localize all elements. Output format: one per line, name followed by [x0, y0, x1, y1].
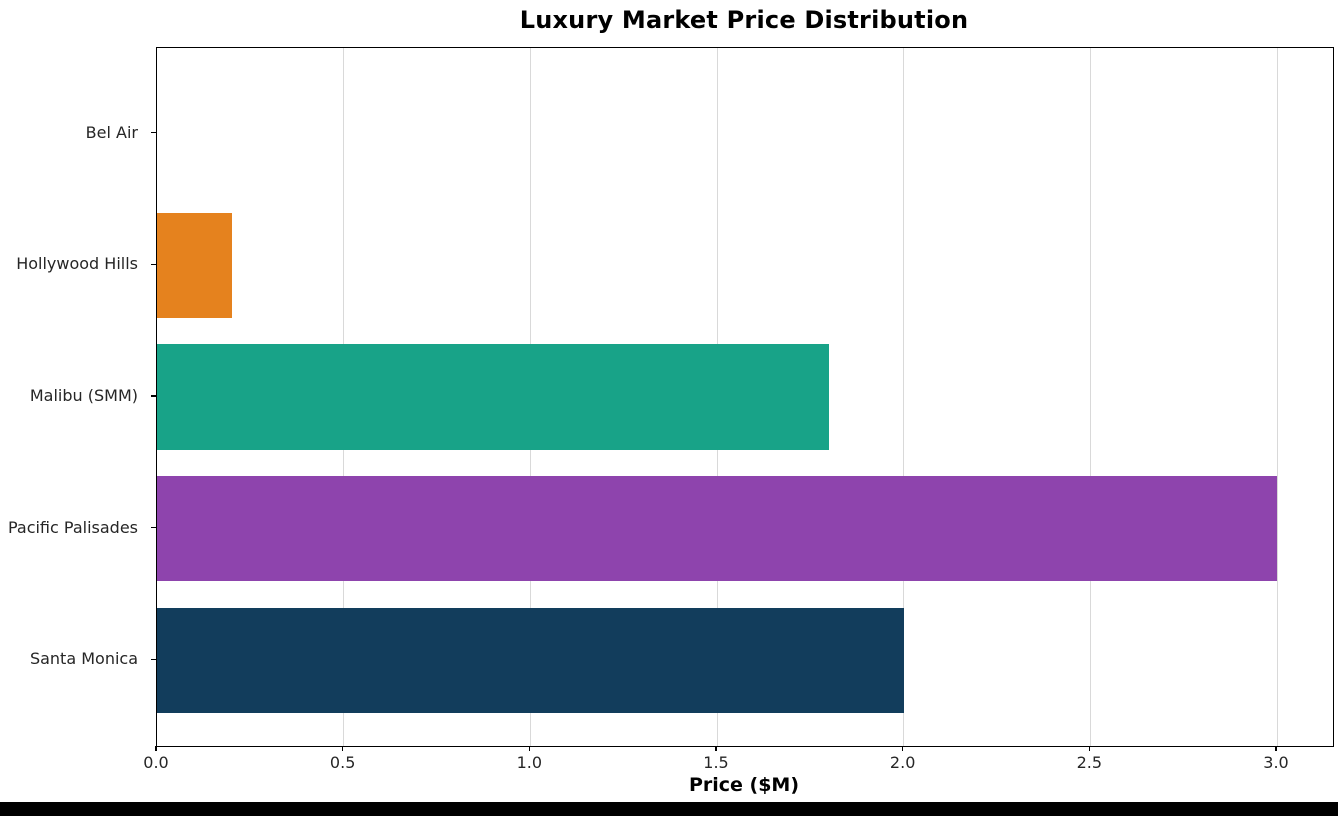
x-tick-label: 2.0	[889, 753, 916, 772]
x-tick-mark	[901, 746, 904, 751]
gridline	[903, 48, 905, 746]
bar	[157, 212, 232, 318]
x-tick-label: 1.5	[703, 753, 729, 772]
y-tick-mark	[151, 263, 156, 266]
window-bottom-edge	[0, 802, 1338, 816]
gridline	[1276, 48, 1278, 746]
plot-area	[156, 47, 1334, 747]
y-tick-label: Bel Air	[85, 122, 138, 142]
y-tick-label: Santa Monica	[29, 649, 138, 669]
chart-title: Luxury Market Price Distribution	[519, 6, 969, 34]
bar	[157, 476, 1277, 582]
x-tick-mark	[155, 746, 157, 751]
y-tick-mark	[151, 131, 156, 134]
bar	[157, 607, 904, 714]
x-axis-label: Price ($M)	[688, 774, 800, 796]
x-tick-mark	[1275, 746, 1277, 751]
x-tick-mark	[715, 746, 717, 751]
y-tick-label: Hollywood Hills	[16, 254, 138, 274]
x-tick-mark	[528, 746, 531, 751]
x-tick-mark	[341, 746, 344, 751]
x-tick-label: 3.0	[1263, 753, 1289, 772]
y-tick-mark	[151, 658, 156, 661]
y-tick-label: Malibu (SMM)	[29, 386, 138, 405]
bar	[157, 344, 829, 450]
gridline	[1089, 48, 1091, 746]
y-tick-mark	[151, 395, 156, 397]
x-tick-label: 1.0	[516, 753, 543, 772]
x-tick-label: 0.5	[329, 753, 356, 772]
x-tick-label: 0.0	[143, 753, 169, 772]
y-tick-mark	[151, 526, 156, 529]
x-tick-label: 2.5	[1076, 753, 1103, 772]
x-tick-mark	[1088, 746, 1091, 751]
y-tick-label: Pacific Palisades	[7, 517, 138, 537]
